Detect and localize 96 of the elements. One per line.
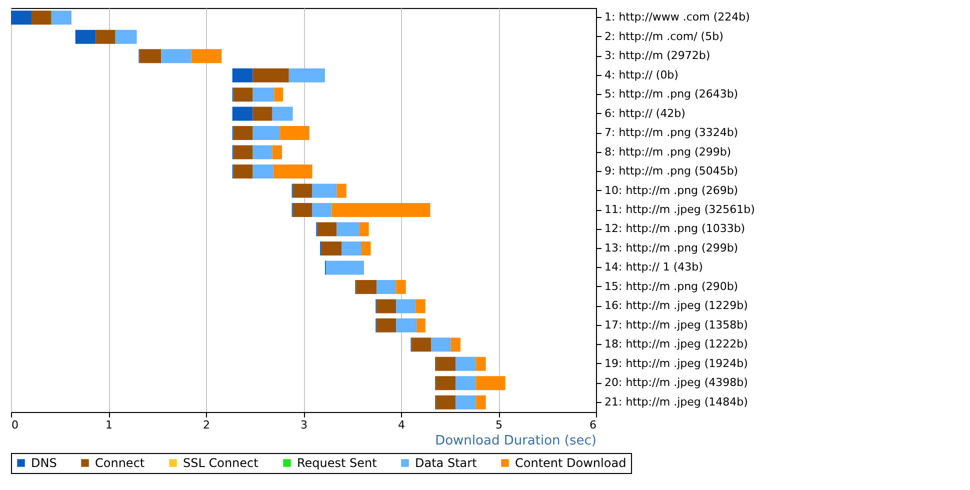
bar (436, 395, 456, 410)
bar (232, 106, 253, 121)
bar (416, 299, 426, 314)
x-axis-title: Download Duration (sec) (435, 434, 596, 448)
y-tick-label: 8: http://m .png (299b) (604, 145, 732, 158)
bar (476, 395, 486, 410)
bar (252, 88, 274, 102)
bar (456, 356, 476, 371)
x-tick-label: 0 (12, 418, 18, 432)
y-tick-label: 19: http://m .jpeg (1924b) (604, 356, 748, 370)
bar (342, 241, 362, 256)
bar (476, 376, 506, 390)
bar (292, 203, 312, 217)
y-tick-label: 16: http://m .jpeg (1229b) (604, 299, 748, 312)
y-tick-label: 10: http://m .png (269b) (604, 184, 738, 197)
legend-label: DNS (31, 456, 57, 470)
bar (115, 30, 137, 44)
bar (396, 299, 416, 314)
y-tick-label: 3: http://m (2972b) (604, 49, 710, 62)
bar (252, 106, 272, 121)
legend-label: SSL Connect (183, 456, 259, 470)
y-tick-label: 18: http://m .jpeg (1222b) (604, 338, 748, 351)
y-tick-label: 11: http://m .jpeg (32561b) (604, 203, 755, 216)
y-tick-label: 20: http://m .jpeg (4398b) (604, 376, 748, 390)
bar (376, 280, 396, 294)
bar (376, 318, 396, 332)
y-tick-label: 21: http://m .jpeg (1484b) (604, 395, 748, 408)
bar (450, 338, 460, 352)
bar (233, 145, 253, 160)
bar (376, 299, 396, 314)
bar (52, 10, 72, 25)
bar (288, 68, 325, 82)
bar (252, 164, 274, 179)
bar (233, 88, 253, 102)
bar (11, 10, 32, 25)
y-tick-label: 12: http://m .png (1033b) (604, 222, 746, 236)
y-tick-label: 9: http://m .png (5045b) (604, 164, 738, 178)
y-tick-label: 17: http://m .jpeg (1358b) (604, 318, 748, 332)
bar (272, 145, 282, 160)
legend-label: Connect (95, 456, 145, 470)
bar (252, 126, 280, 140)
y-tick-label: 4: http:// (0b) (604, 68, 678, 82)
bar (336, 222, 360, 236)
bar (356, 280, 377, 294)
bar (361, 241, 371, 256)
bar (140, 49, 162, 64)
y-tick-label: 1: http://www .com (224b) (604, 10, 750, 24)
bar (272, 106, 293, 121)
bar (332, 203, 430, 217)
bar (274, 88, 284, 102)
legend-label: Content Download (515, 456, 626, 470)
bar (326, 260, 364, 275)
bar (436, 356, 456, 371)
bar (96, 30, 116, 44)
bar (456, 376, 476, 390)
y-tick-label: 14: http:// 1 (43b) (604, 260, 703, 274)
bar (191, 49, 222, 64)
legend-label: Request Sent (297, 456, 378, 470)
bar (416, 318, 426, 332)
legend-label: Data Start (415, 456, 478, 470)
y-tick-label: 6: http:// (42b) (604, 106, 686, 120)
bar (321, 241, 342, 256)
bar (396, 280, 406, 294)
bar (252, 68, 289, 82)
bar (75, 30, 96, 44)
y-tick-label: 2: http://m .com/ (5b) (604, 30, 724, 43)
bar (317, 222, 337, 236)
bar (431, 338, 451, 352)
bar (336, 184, 346, 198)
bar (292, 184, 312, 198)
y-tick-label: 7: http://m .png (3324b) (604, 126, 738, 140)
bar (476, 356, 486, 371)
bar (359, 222, 369, 236)
bar (232, 68, 253, 82)
bar (280, 126, 310, 140)
x-tick-label: 3 (300, 418, 308, 432)
bar (436, 376, 456, 390)
x-tick-label: 1 (106, 418, 112, 432)
y-tick-label: 5: http://m .png (2643b) (604, 88, 738, 101)
bar (412, 338, 432, 352)
x-tick-label: 5 (496, 418, 502, 432)
bar (252, 145, 272, 160)
bar (31, 10, 51, 25)
y-tick-label: 13: http://m .png (299b) (604, 241, 738, 254)
bar (233, 164, 253, 179)
bar (233, 126, 253, 140)
bar (396, 318, 417, 332)
bar (273, 164, 312, 179)
x-tick-label: 2 (203, 418, 210, 432)
x-tick-label: 4 (398, 418, 405, 432)
bar (456, 395, 476, 410)
bar (161, 49, 192, 64)
bar (312, 203, 332, 217)
x-tick-label: 6 (590, 418, 596, 432)
y-tick-label: 15: http://m .png (290b) (604, 280, 738, 293)
bar (312, 184, 337, 198)
